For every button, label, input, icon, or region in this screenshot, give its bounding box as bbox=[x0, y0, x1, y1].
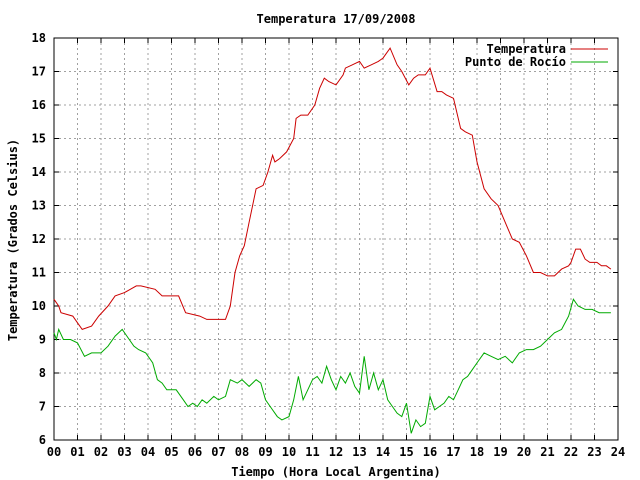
y-tick-label: 9 bbox=[39, 333, 46, 347]
y-tick-label: 7 bbox=[39, 400, 46, 414]
y-axis-label: Temperatura (Grados Celsius) bbox=[6, 139, 20, 341]
y-tick-label: 8 bbox=[39, 366, 46, 380]
y-tick-label: 12 bbox=[32, 232, 46, 246]
x-tick-label: 00 bbox=[47, 445, 61, 459]
x-tick-label: 24 bbox=[611, 445, 625, 459]
x-tick-label: 20 bbox=[517, 445, 531, 459]
x-tick-label: 01 bbox=[70, 445, 84, 459]
y-tick-label: 18 bbox=[32, 31, 46, 45]
x-tick-label: 09 bbox=[258, 445, 272, 459]
x-axis-label: Tiempo (Hora Local Argentina) bbox=[231, 465, 441, 479]
y-tick-label: 11 bbox=[32, 266, 46, 280]
x-tick-label: 06 bbox=[188, 445, 202, 459]
y-tick-label: 16 bbox=[32, 98, 46, 112]
x-tick-label: 10 bbox=[282, 445, 296, 459]
x-tick-label: 19 bbox=[493, 445, 507, 459]
series-layer bbox=[53, 47, 612, 434]
y-tick-label: 17 bbox=[32, 65, 46, 79]
x-tick-label: 17 bbox=[446, 445, 460, 459]
axis-ticks: 00 01 02 03 04 05 06 07 08 09 10 11 12 13 14 15 16 17 18 19… bbox=[32, 31, 626, 459]
y-tick-label: 15 bbox=[32, 132, 46, 146]
legend-label: Temperatura bbox=[487, 42, 566, 56]
x-tick-label: 16 bbox=[423, 445, 437, 459]
x-tick-label: 14 bbox=[376, 445, 390, 459]
grid bbox=[54, 38, 618, 440]
y-tick-label: 10 bbox=[32, 299, 46, 313]
x-tick-label: 08 bbox=[235, 445, 249, 459]
chart-title: Temperatura 17/09/2008 bbox=[257, 12, 416, 26]
x-tick-label: 02 bbox=[94, 445, 108, 459]
x-tick-label: 07 bbox=[211, 445, 225, 459]
dew-point-line bbox=[53, 298, 611, 434]
x-tick-label: 18 bbox=[470, 445, 484, 459]
x-tick-label: 05 bbox=[164, 445, 178, 459]
x-tick-label: 22 bbox=[564, 445, 578, 459]
y-tick-label: 13 bbox=[32, 199, 46, 213]
legend-label: Punto de Rocío bbox=[465, 55, 566, 69]
x-tick-label: 12 bbox=[329, 445, 343, 459]
x-tick-label: 15 bbox=[399, 445, 413, 459]
temperature-line bbox=[53, 47, 612, 330]
y-tick-label: 14 bbox=[32, 165, 46, 179]
x-tick-label: 13 bbox=[352, 445, 366, 459]
x-tick-label: 21 bbox=[540, 445, 554, 459]
x-tick-label: 03 bbox=[117, 445, 131, 459]
x-tick-label: 11 bbox=[305, 445, 319, 459]
x-tick-label: 23 bbox=[587, 445, 601, 459]
x-tick-label: 04 bbox=[141, 445, 155, 459]
y-tick-label: 6 bbox=[39, 433, 46, 447]
